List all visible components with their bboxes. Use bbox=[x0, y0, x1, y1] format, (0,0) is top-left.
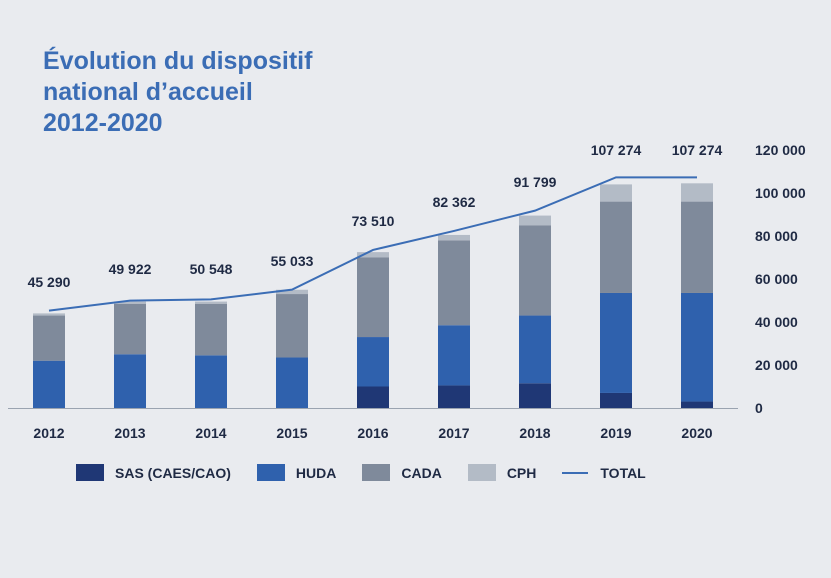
total-data-label: 49 922 bbox=[109, 261, 152, 277]
bar-2016-seg-3 bbox=[357, 252, 389, 258]
legend-swatch-cph bbox=[467, 464, 496, 481]
bar-2019-seg-1 bbox=[600, 292, 632, 393]
bar-2015-seg-3 bbox=[276, 289, 308, 295]
y-tick-label: 60 000 bbox=[755, 271, 798, 287]
bar-2019-seg-0 bbox=[600, 392, 632, 408]
x-category-label: 2020 bbox=[681, 425, 712, 441]
legend-swatch-huda bbox=[256, 464, 285, 481]
legend: SAS (CAES/CAO) HUDA CADA CPH TOTAL bbox=[76, 464, 672, 481]
x-axis-categories: 2012 2013 2014 2015 2016 2017 2018 2019 2020 bbox=[33, 425, 712, 441]
bar-2018-seg-1 bbox=[519, 315, 551, 384]
bar-2020-seg-3 bbox=[681, 183, 713, 202]
legend-swatch-sas bbox=[76, 464, 104, 481]
bar-2016-seg-1 bbox=[357, 337, 389, 387]
legend-label-total: TOTAL bbox=[600, 464, 646, 481]
total-data-label: 82 362 bbox=[433, 194, 476, 210]
y-tick-label: 0 bbox=[755, 400, 763, 416]
bar-2017-seg-0 bbox=[438, 385, 470, 408]
bar-2019-seg-2 bbox=[600, 201, 632, 293]
x-category-label: 2018 bbox=[519, 425, 550, 441]
legend-item-cada: CADA bbox=[362, 464, 442, 481]
legend-label-cph: CPH bbox=[506, 464, 537, 481]
bar-2017-seg-3 bbox=[438, 234, 470, 241]
bar-2018-seg-0 bbox=[519, 383, 551, 408]
bar-2012-seg-1 bbox=[33, 360, 65, 408]
legend-label-cada: CADA bbox=[401, 464, 442, 481]
y-axis-ticks: 0 20 000 40 000 60 000 80 000 100 000 120 000 bbox=[755, 142, 806, 416]
total-data-label: 55 033 bbox=[271, 253, 314, 269]
bar-2014-seg-2 bbox=[195, 303, 227, 356]
x-category-label: 2013 bbox=[114, 425, 145, 441]
total-line bbox=[48, 176, 697, 312]
bar-2013-seg-1 bbox=[114, 354, 146, 408]
y-tick-label: 120 000 bbox=[755, 142, 806, 158]
total-data-label: 73 510 bbox=[352, 213, 395, 229]
bar-2015-seg-1 bbox=[276, 357, 308, 408]
legend-item-sas: SAS (CAES/CAO) bbox=[76, 464, 231, 481]
x-category-label: 2015 bbox=[276, 425, 307, 441]
bar-2020-seg-1 bbox=[681, 292, 713, 402]
legend-item-total: TOTAL bbox=[562, 464, 646, 481]
bar-2020-seg-2 bbox=[681, 201, 713, 293]
bar-groups bbox=[33, 183, 713, 408]
total-data-label: 107 274 bbox=[672, 142, 723, 158]
legend-item-cph: CPH bbox=[467, 464, 537, 481]
y-tick-label: 80 000 bbox=[755, 228, 798, 244]
bar-2017-seg-2 bbox=[438, 240, 470, 326]
y-tick-label: 100 000 bbox=[755, 185, 806, 201]
bar-2018-seg-2 bbox=[519, 225, 551, 316]
y-tick-label: 40 000 bbox=[755, 314, 798, 330]
total-line-group bbox=[48, 176, 697, 312]
chart-title-line-1: Évolution du dispositif bbox=[43, 47, 313, 75]
x-category-label: 2016 bbox=[357, 425, 388, 441]
total-data-label: 45 290 bbox=[28, 274, 71, 290]
chart-title-line-3: 2012-2020 bbox=[43, 109, 163, 137]
legend-swatch-total bbox=[562, 471, 589, 474]
total-data-label: 91 799 bbox=[514, 174, 557, 190]
legend-item-huda: HUDA bbox=[256, 464, 337, 481]
bar-2013-seg-3 bbox=[114, 301, 146, 304]
total-data-label: 107 274 bbox=[591, 142, 642, 158]
bar-2013-seg-2 bbox=[114, 303, 146, 355]
x-category-label: 2019 bbox=[600, 425, 631, 441]
bar-2016-seg-0 bbox=[357, 386, 389, 408]
bar-2012-seg-2 bbox=[33, 315, 65, 361]
bar-2015-seg-2 bbox=[276, 294, 308, 358]
bar-2017-seg-1 bbox=[438, 325, 470, 386]
total-data-label: 50 548 bbox=[190, 261, 233, 277]
total-data-labels: 45 290 49 922 50 548 55 033 73 510 82 362 91 7… bbox=[28, 142, 723, 290]
x-category-label: 2017 bbox=[438, 425, 469, 441]
chart-title-line-2: national d’accueil bbox=[43, 78, 253, 106]
bar-2019-seg-3 bbox=[600, 184, 632, 202]
bar-2016-seg-2 bbox=[357, 257, 389, 338]
bar-2020-seg-0 bbox=[681, 401, 713, 408]
bar-2014-seg-3 bbox=[195, 301, 227, 304]
legend-swatch-cada bbox=[362, 464, 391, 481]
bar-2014-seg-1 bbox=[195, 355, 227, 408]
x-category-label: 2014 bbox=[195, 425, 226, 441]
y-tick-label: 20 000 bbox=[755, 357, 798, 373]
legend-label-sas: SAS (CAES/CAO) bbox=[115, 464, 231, 481]
x-category-label: 2012 bbox=[33, 425, 64, 441]
bar-2012-seg-3 bbox=[33, 313, 65, 316]
chart-title: Évolution du dispositif national d’accue… bbox=[43, 46, 312, 139]
bar-2018-seg-3 bbox=[519, 215, 551, 226]
legend-label-huda: HUDA bbox=[295, 464, 337, 481]
